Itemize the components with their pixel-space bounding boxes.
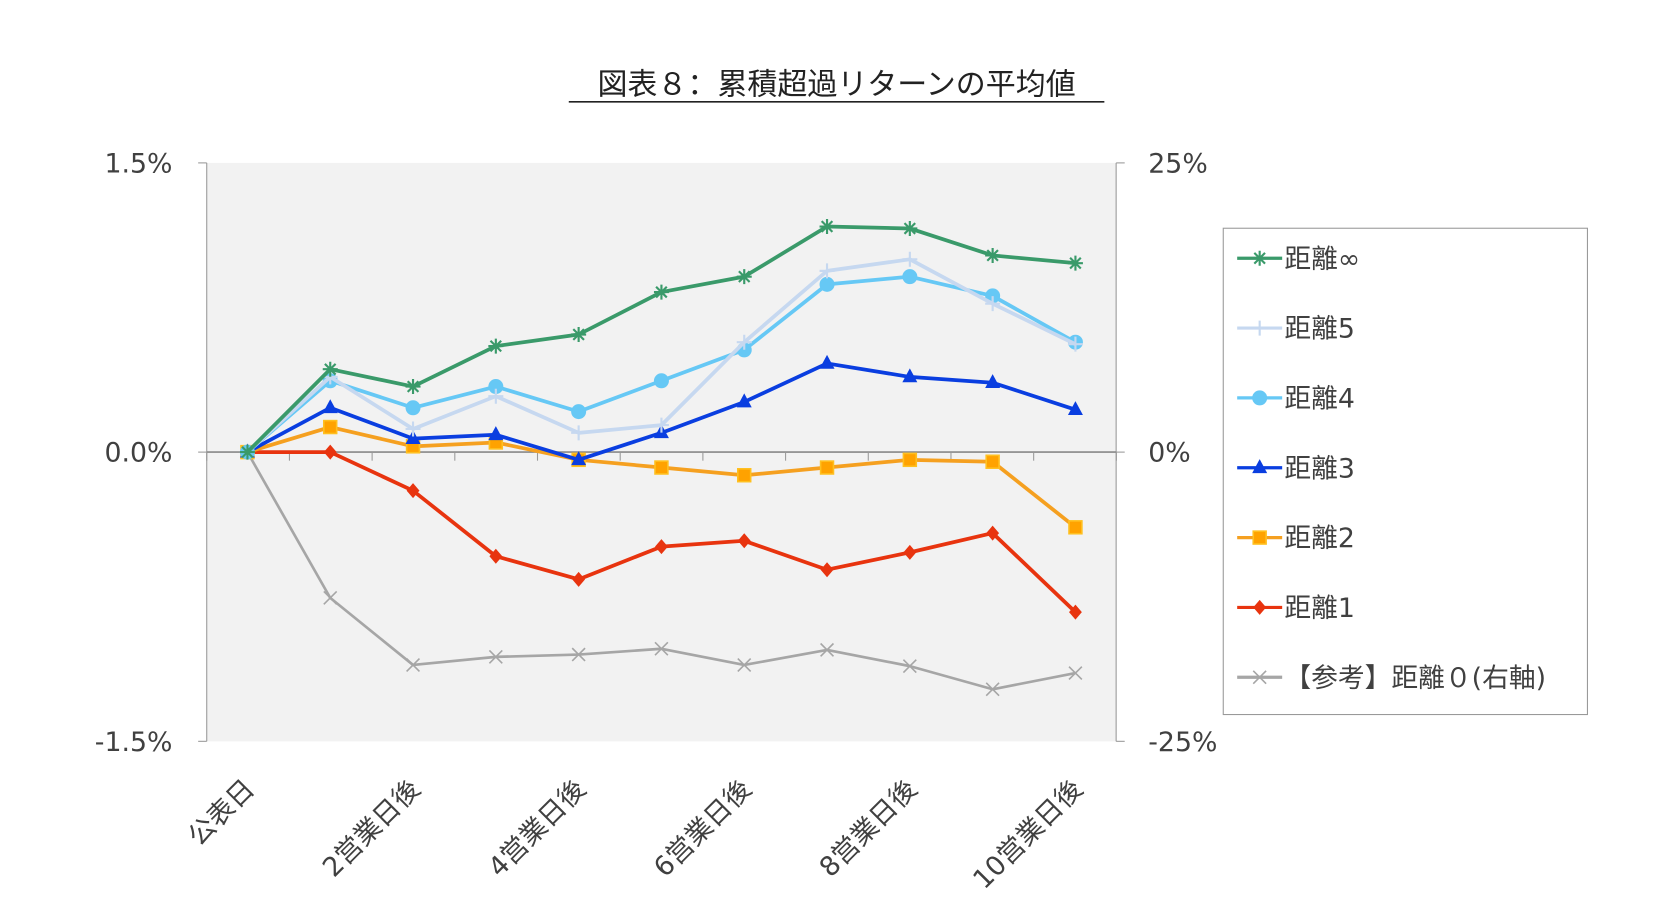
data-point [985,454,1000,469]
legend-label: 【参考】距離０(右軸) [1284,663,1546,694]
data-point [571,326,587,342]
left-tick-label: -1.5% [95,727,173,758]
data-point [820,642,835,657]
data-point [489,548,503,564]
series-triangle [239,354,1083,466]
data-point [488,379,504,395]
legend-item: 距離5 [1237,314,1355,345]
legend-item: 【参考】距離０(右軸) [1237,663,1546,694]
data-point [902,368,918,383]
legend-marker [1252,530,1267,545]
data-point [1067,401,1083,416]
data-point [986,525,1000,541]
data-point [1067,336,1083,352]
legend-label: 距離∞ [1284,244,1360,275]
data-point [405,421,421,437]
data-point [737,657,752,672]
legend-marker [1252,670,1267,685]
data-point [405,379,421,395]
right-tick-label: -25% [1148,727,1217,758]
data-point [902,452,918,468]
data-point [323,444,337,460]
data-point [819,276,835,292]
data-point [985,682,1000,697]
legend-item: 距離∞ [1237,244,1360,275]
series-plus [239,251,1083,460]
data-point [571,451,587,466]
data-point [736,269,752,285]
x-tick-label: 公表日 [182,774,261,853]
legend-item: 距離4 [1237,384,1355,415]
legend-marker [1252,459,1268,474]
data-point [985,247,1001,263]
legend-label: 距離2 [1284,523,1355,554]
data-point [239,444,255,460]
data-point [488,388,504,404]
legend-box [1222,227,1588,716]
data-point [322,361,338,377]
data-point [736,334,752,350]
chart-title: 図表８：累積超過リターンの平均値 [597,67,1075,102]
right-tick-label: 25% [1148,149,1208,180]
x-tick-label: 2営業日後 [317,773,427,883]
data-point [653,284,669,300]
data-point [819,219,835,235]
x-tick-label: 8営業日後 [814,773,924,883]
data-point [902,251,918,267]
data-point [1068,666,1083,681]
data-point [323,590,338,605]
data-point [902,269,918,285]
x-tick-label: 10営業日後 [967,773,1089,895]
data-point [1068,520,1083,535]
left-tick-label: 0.0% [104,438,172,469]
data-point [902,220,918,236]
right-tick-label: 0% [1148,438,1190,469]
legend-item: 距離3 [1237,453,1355,484]
data-point [902,659,917,674]
data-point [488,649,503,664]
data-point [819,263,835,279]
legend-marker [1252,390,1268,406]
data-point [406,657,421,672]
data-point [323,419,338,435]
legend-label: 距離5 [1284,314,1355,345]
data-point [819,460,835,475]
data-point [654,641,669,656]
data-point [1067,255,1083,271]
series-asterisk [239,219,1083,460]
legend-label: 距離4 [1284,384,1355,415]
data-point [488,338,504,354]
data-point [405,430,421,444]
series-x [240,445,1083,697]
legend-label: 距離3 [1284,453,1355,484]
x-tick-label: 6営業日後 [648,773,758,883]
data-point [653,417,669,433]
data-point [819,354,835,369]
legend-label: 距離1 [1284,593,1355,624]
data-point [653,373,669,389]
data-point [405,400,421,416]
data-point [737,468,752,483]
data-point [571,425,587,441]
data-point [322,399,338,414]
data-point [488,426,504,441]
data-point [571,647,586,662]
legend-item: 距離1 [1237,593,1355,624]
data-point [571,404,587,420]
data-point [736,393,752,408]
data-point [985,296,1001,312]
data-point [1069,604,1082,620]
data-point [820,562,834,578]
data-point [985,374,1001,389]
x-tick-label: 4営業日後 [482,773,592,883]
data-point [903,544,917,560]
legend-marker [1252,320,1268,336]
data-point [654,460,669,475]
legend-marker [1252,250,1268,266]
legend-item: 距離2 [1237,523,1355,554]
left-tick-label: 1.5% [104,149,172,180]
